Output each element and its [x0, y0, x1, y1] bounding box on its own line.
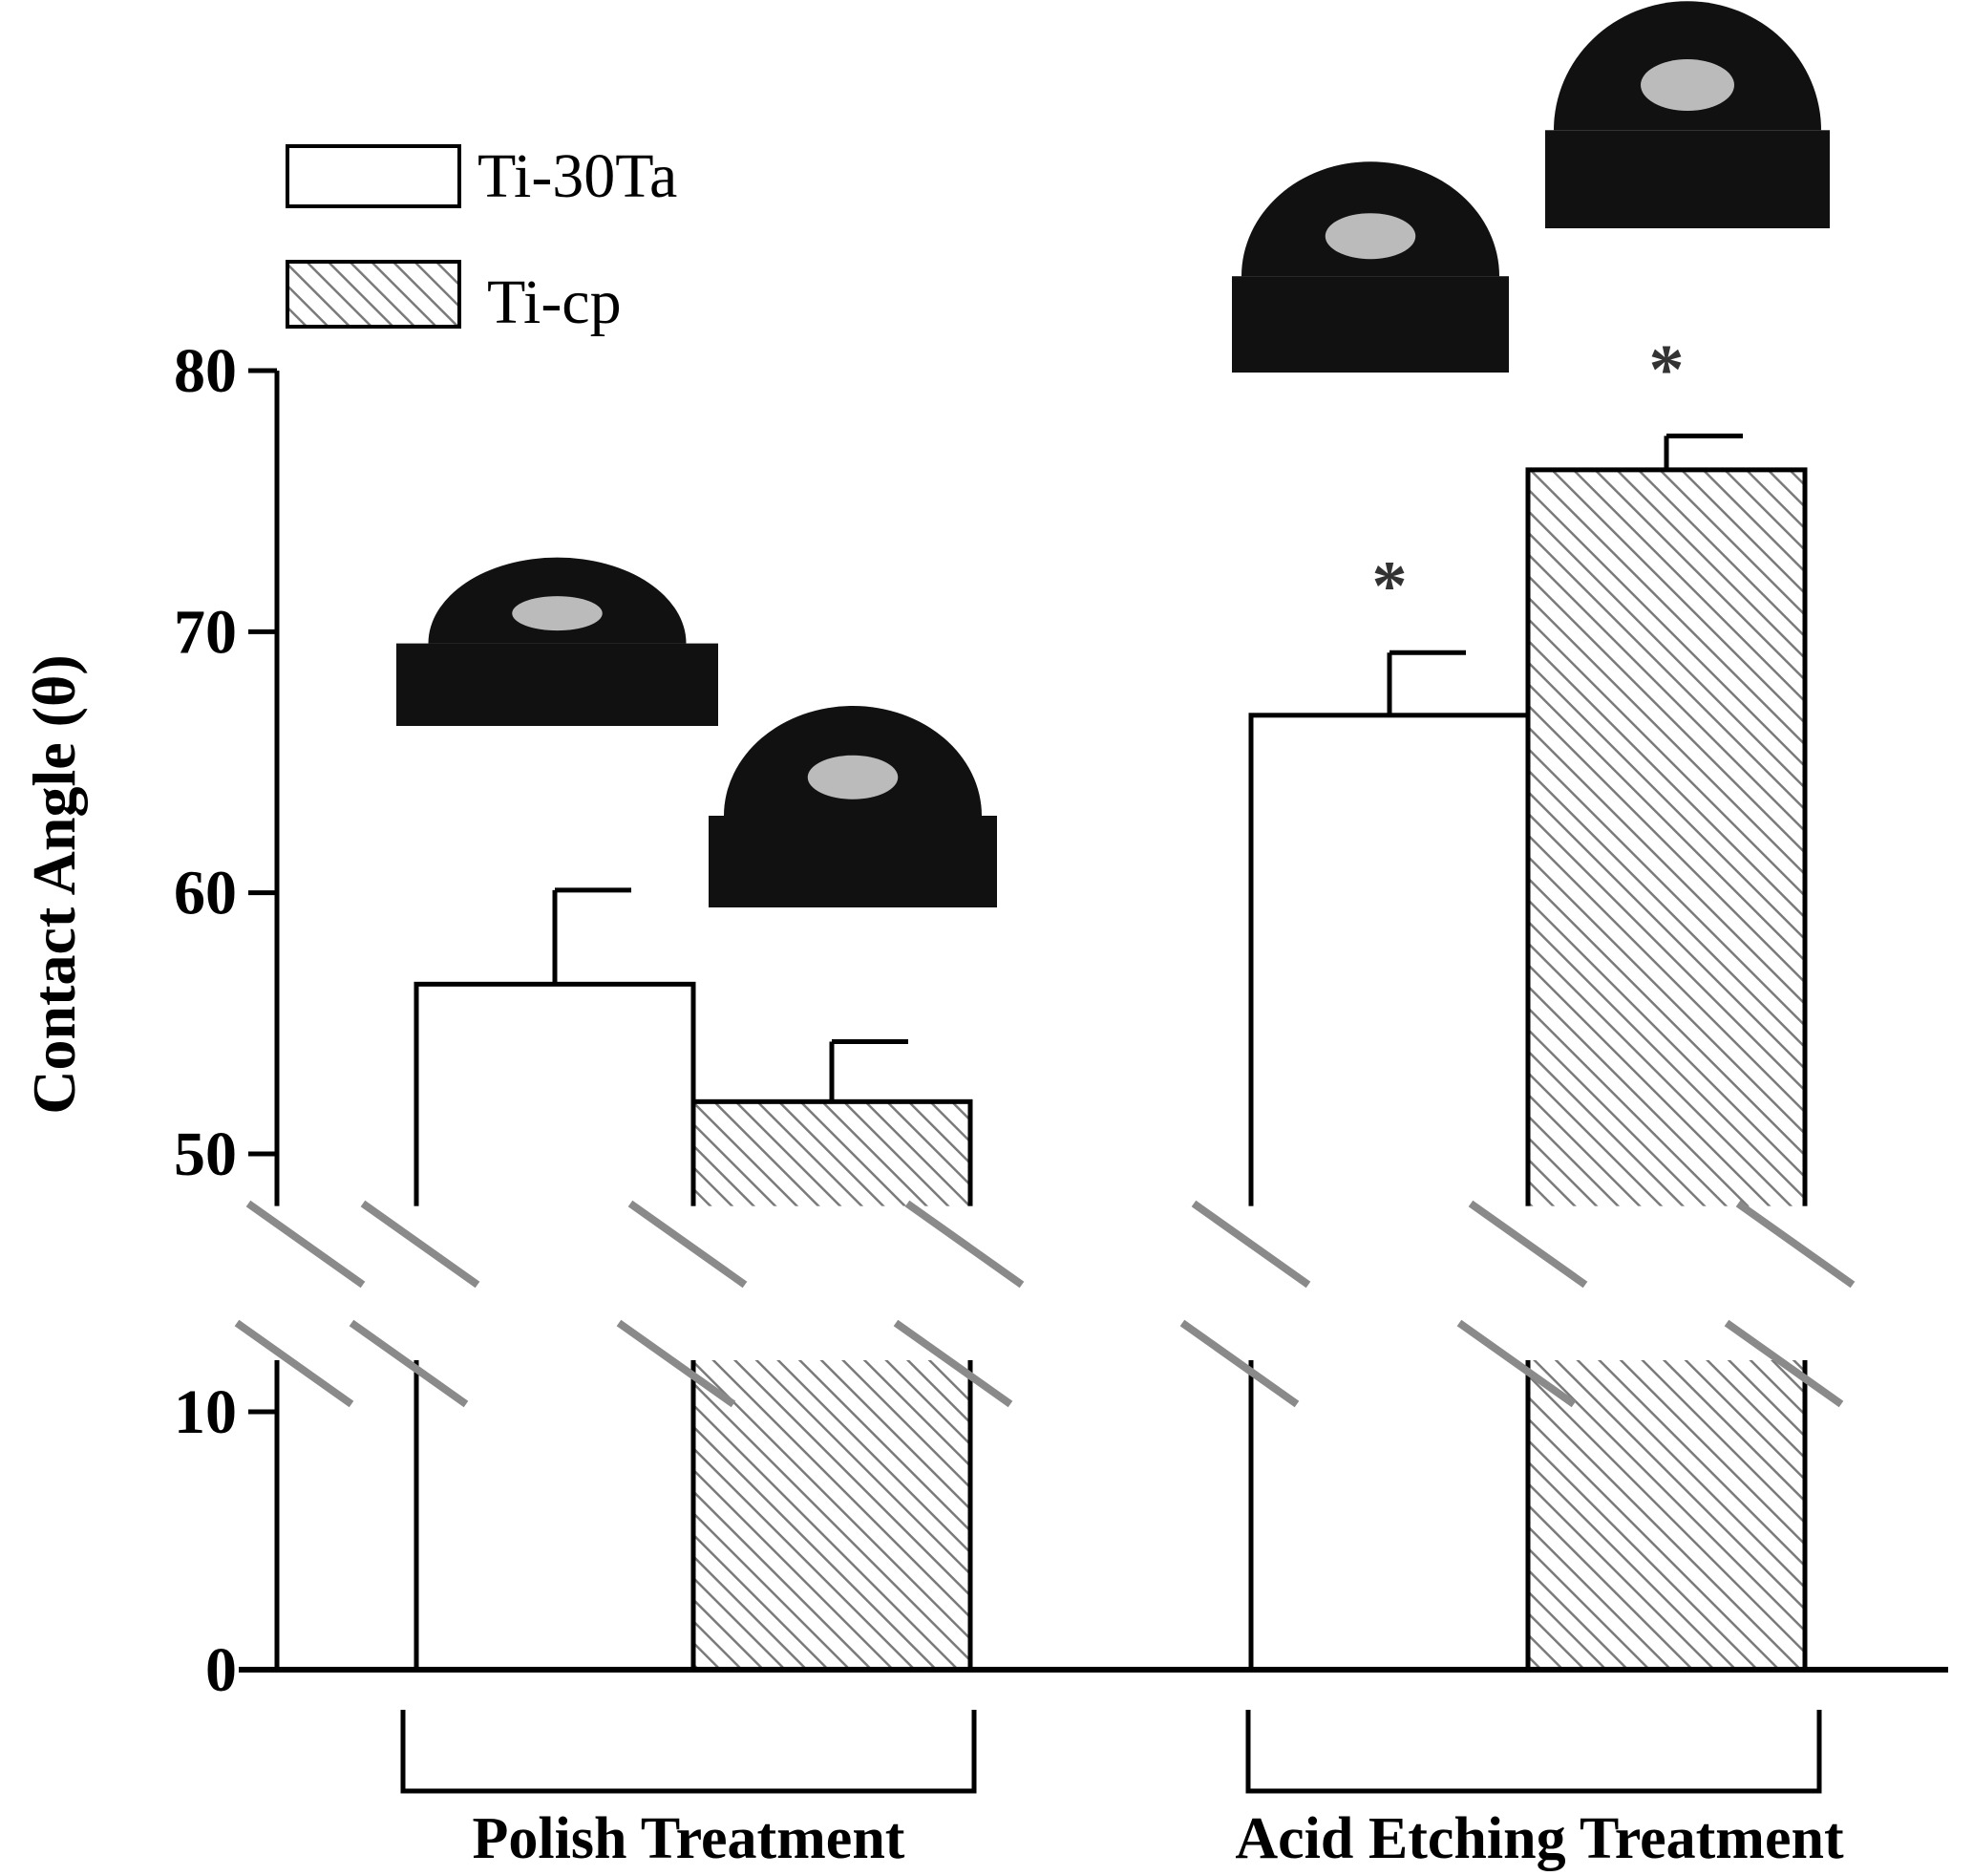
y-tick-label-50: 50 — [174, 1119, 237, 1189]
break-mark-upper-1 — [360, 1200, 480, 1289]
axis-break-band — [239, 1205, 1862, 1360]
y-tick-label-70: 70 — [174, 597, 237, 667]
break-mark-upper-4 — [1191, 1200, 1311, 1289]
legend-label-ti30ta: Ti-30Ta — [477, 141, 677, 211]
y-axis-label: Contact Angle (θ) — [20, 654, 88, 1114]
bar-ti30ta-1 — [1248, 713, 1531, 1673]
bracket-line — [1245, 1710, 1822, 1794]
y-axis-ticks: 0 10 50 60 70 80 — [174, 336, 277, 1705]
legend: Ti-30Ta Ti-cp — [286, 141, 677, 337]
break-mark-upper-6 — [1735, 1200, 1856, 1289]
y-tick-label-60: 60 — [174, 859, 237, 928]
legend-label-ticp: Ti-cp — [487, 267, 622, 337]
droplet-highlight — [512, 596, 603, 631]
break-mark-upper-0 — [245, 1200, 366, 1289]
droplet-substrate — [1545, 130, 1830, 228]
legend-swatch-ti30ta — [286, 144, 461, 208]
axis-break-gap — [239, 1205, 1862, 1360]
break-mark-upper-2 — [627, 1200, 748, 1289]
break-mark-lower-3 — [893, 1319, 1013, 1408]
group-brackets: Polish Treatment Acid Etching Treatment — [400, 1710, 1844, 1871]
group-bracket-0: Polish Treatment — [400, 1710, 977, 1871]
break-mark-lower-2 — [616, 1319, 736, 1408]
droplet-highlight — [1641, 59, 1734, 112]
droplet-highlight — [1325, 213, 1416, 260]
break-mark-lower-6 — [1724, 1319, 1844, 1408]
droplet-inset-0 — [396, 557, 718, 726]
break-mark-upper-5 — [1468, 1200, 1588, 1289]
significance-marks: ** — [1372, 330, 1685, 626]
legend-swatch-ticp — [286, 260, 461, 329]
droplet-insets — [396, 1, 1830, 907]
significance-star-1-1: * — [1649, 330, 1685, 409]
bar-ticp-1 — [1525, 467, 1808, 1673]
bar-ticp-0 — [690, 1098, 973, 1673]
bracket-line — [400, 1710, 977, 1794]
error-bars — [552, 433, 1743, 1102]
break-mark-lower-4 — [1179, 1319, 1300, 1408]
break-mark-lower-5 — [1456, 1319, 1577, 1408]
axis-break-marks — [234, 1200, 1856, 1408]
droplet-substrate — [396, 643, 718, 726]
droplet-inset-2 — [1232, 161, 1509, 373]
y-tick-label-10: 10 — [174, 1377, 237, 1447]
break-mark-lower-1 — [349, 1319, 469, 1408]
significance-star-1-0: * — [1372, 547, 1408, 626]
droplet-inset-3 — [1545, 1, 1830, 228]
axes — [239, 371, 1948, 1673]
group-label-1: Acid Etching Treatment — [1235, 1806, 1844, 1871]
group-label-0: Polish Treatment — [473, 1806, 905, 1871]
break-mark-lower-0 — [234, 1319, 354, 1408]
droplet-highlight — [807, 755, 899, 799]
break-mark-upper-3 — [904, 1200, 1025, 1289]
droplet-substrate — [709, 816, 997, 907]
y-tick-label-0: 0 — [205, 1635, 237, 1705]
group-bracket-1: Acid Etching Treatment — [1235, 1710, 1844, 1871]
y-tick-label-80: 80 — [174, 336, 237, 406]
droplet-inset-1 — [709, 706, 997, 907]
droplet-substrate — [1232, 276, 1509, 373]
